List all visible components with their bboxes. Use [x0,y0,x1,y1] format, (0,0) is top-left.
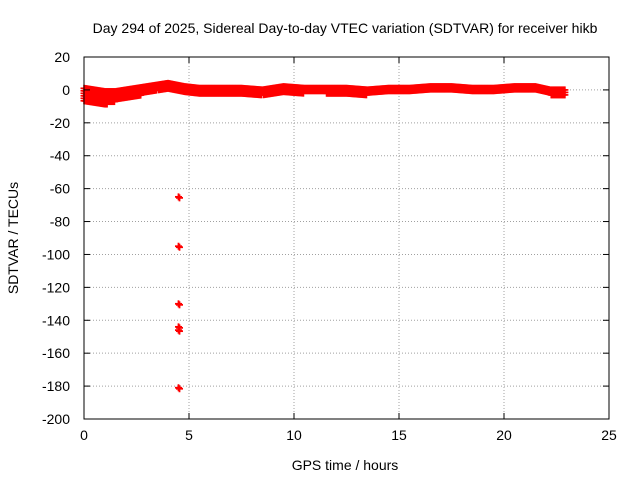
outlier-point [176,385,183,393]
outlier-point [176,194,183,202]
x-axis-title: GPS time / hours [292,457,399,473]
y-tick-label: -160 [42,345,70,361]
y-tick-label: -20 [50,115,70,131]
outlier-point [176,301,183,309]
data-points [80,79,569,393]
y-tick-label: -120 [42,279,70,295]
grid-lines [84,57,609,419]
outlier-point [175,300,182,308]
x-tick-label: 5 [185,427,193,443]
y-tick-label: -100 [42,246,70,262]
y-axis-title: SDTVAR / TECUs [5,182,21,294]
outlier-point [175,242,182,250]
outlier-point [176,243,183,251]
x-tick-label: 20 [496,427,512,443]
x-tick-label: 0 [80,427,88,443]
y-tick-label: 0 [62,82,70,98]
y-tick-label: -200 [42,411,70,427]
y-tick-label: -40 [50,148,70,164]
axis-ticks: 0 5 10 15 20 25 20 0 -20 -40 -60 -80 -100 -120 -140 -16… [42,49,617,443]
data-point [561,91,569,99]
x-tick-label: 10 [286,427,302,443]
x-tick-label: 25 [601,427,617,443]
y-tick-label: -180 [42,378,70,394]
outlier-point [175,326,182,334]
outlier-point [175,193,182,201]
outlier-point [176,327,183,335]
x-tick-label: 15 [391,427,407,443]
plot-area-frame [83,56,610,420]
outlier-point [175,384,182,392]
y-tick-label: -80 [50,214,70,230]
y-tick-label: -60 [50,181,70,197]
y-tick-label: 20 [54,49,70,65]
chart-title: Day 294 of 2025, Sidereal Day-to-day VTE… [93,20,598,36]
y-tick-label: -140 [42,312,70,328]
